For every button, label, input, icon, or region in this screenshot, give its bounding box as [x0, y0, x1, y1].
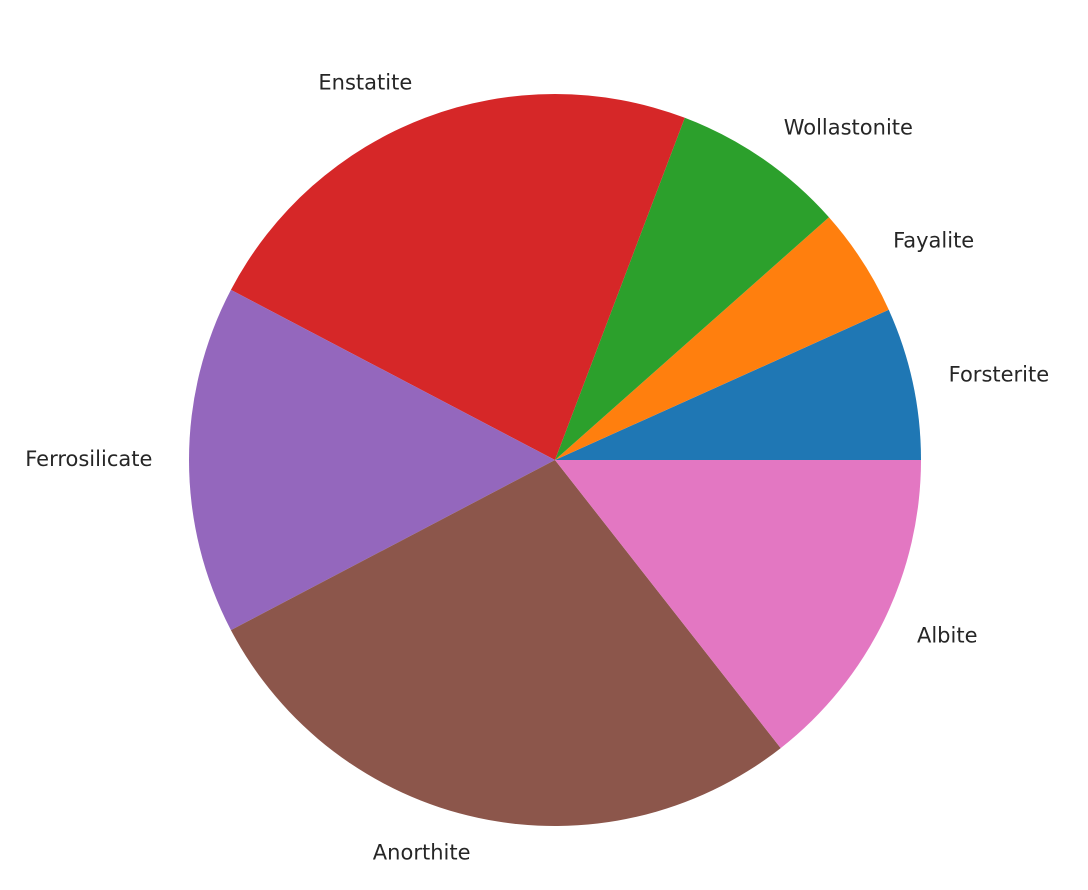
- pie-slice-enstatite: [230, 93, 685, 461]
- pie-slice-anorthite: [230, 460, 781, 827]
- pie-slice-fayalite: [555, 217, 889, 460]
- labels-layer: Forsterite Fayalite Wollastonite Enstatite F…: [25, 71, 1049, 865]
- slice-label-forsterite: Forsterite: [949, 363, 1050, 387]
- slice-label-fayalite: Fayalite: [893, 228, 974, 252]
- pie-slice-ferrosilicate: [188, 289, 555, 631]
- pie-slice-wollastonite: [555, 117, 829, 460]
- pie-slice-forsterite: [555, 309, 921, 460]
- slice-label-albite: Albite: [917, 623, 978, 647]
- slice-label-anorthite: Anorthite: [373, 841, 471, 865]
- slice-label-ferrosilicate: Ferrosilicate: [25, 447, 152, 471]
- slice-label-enstatite: Enstatite: [318, 71, 412, 95]
- slice-label-wollastonite: Wollastonite: [784, 116, 913, 140]
- slices-layer: [188, 93, 921, 827]
- pie-slice-albite: [555, 460, 921, 749]
